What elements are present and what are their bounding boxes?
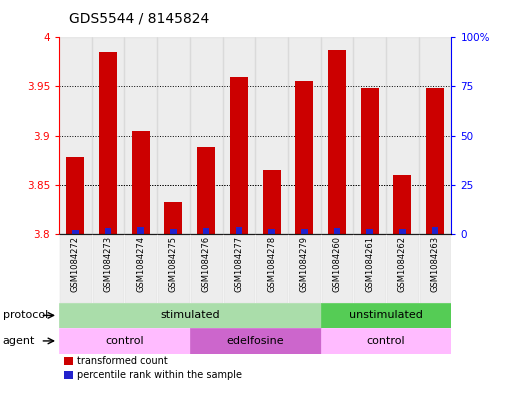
Text: GSM1084275: GSM1084275	[169, 236, 178, 292]
Bar	[255, 37, 288, 234]
Bar	[137, 227, 144, 234]
Bar	[190, 234, 223, 303]
Bar	[124, 234, 157, 303]
Bar	[288, 37, 321, 234]
Text: GSM1084272: GSM1084272	[71, 236, 80, 292]
Text: control: control	[367, 336, 405, 346]
Bar	[432, 227, 438, 234]
Text: GSM1084279: GSM1084279	[300, 236, 309, 292]
Bar	[295, 81, 313, 234]
Bar	[353, 234, 386, 303]
Text: GSM1084274: GSM1084274	[136, 236, 145, 292]
Bar	[132, 131, 150, 234]
Text: agent: agent	[3, 336, 35, 346]
Bar	[263, 170, 281, 234]
Bar	[328, 50, 346, 234]
Text: unstimulated: unstimulated	[349, 310, 423, 320]
Text: stimulated: stimulated	[160, 310, 220, 320]
Bar	[124, 37, 157, 234]
Bar	[255, 234, 288, 303]
Bar	[288, 234, 321, 303]
FancyBboxPatch shape	[321, 328, 451, 354]
Bar	[321, 37, 353, 234]
Bar	[399, 229, 406, 234]
Text: protocol: protocol	[3, 310, 48, 320]
Bar	[190, 37, 223, 234]
Text: control: control	[105, 336, 144, 346]
Bar	[157, 37, 190, 234]
FancyBboxPatch shape	[59, 303, 321, 328]
Text: GSM1084263: GSM1084263	[430, 236, 440, 292]
Text: GSM1084260: GSM1084260	[332, 236, 342, 292]
Text: GSM1084261: GSM1084261	[365, 236, 374, 292]
FancyBboxPatch shape	[59, 328, 190, 354]
Bar	[59, 37, 92, 234]
Bar	[235, 227, 242, 234]
Bar	[99, 52, 117, 234]
Bar	[321, 234, 353, 303]
Bar	[197, 147, 215, 234]
Text: percentile rank within the sample: percentile rank within the sample	[77, 370, 243, 380]
Bar	[230, 77, 248, 234]
Bar	[333, 228, 340, 234]
Bar	[92, 37, 124, 234]
Text: edelfosine: edelfosine	[226, 336, 284, 346]
Bar	[419, 234, 451, 303]
Bar	[301, 229, 307, 234]
Bar	[223, 37, 255, 234]
Bar	[393, 175, 411, 234]
Text: GSM1084273: GSM1084273	[104, 236, 112, 292]
Text: GSM1084276: GSM1084276	[202, 236, 211, 292]
Bar	[72, 230, 78, 234]
FancyBboxPatch shape	[321, 303, 451, 328]
Bar	[170, 229, 176, 234]
Bar	[386, 234, 419, 303]
Bar	[66, 157, 84, 234]
Bar	[223, 234, 255, 303]
Text: GDS5544 / 8145824: GDS5544 / 8145824	[69, 12, 209, 26]
Text: GSM1084277: GSM1084277	[234, 236, 243, 292]
Bar	[105, 228, 111, 234]
Text: transformed count: transformed count	[77, 356, 168, 366]
Bar	[419, 37, 451, 234]
Bar	[157, 234, 190, 303]
Bar	[361, 88, 379, 234]
Bar	[386, 37, 419, 234]
Text: GSM1084278: GSM1084278	[267, 236, 276, 292]
Bar	[268, 229, 275, 234]
Text: GSM1084262: GSM1084262	[398, 236, 407, 292]
FancyBboxPatch shape	[190, 328, 321, 354]
Bar	[353, 37, 386, 234]
Bar	[59, 234, 92, 303]
Bar	[426, 88, 444, 234]
Bar	[92, 234, 125, 303]
Bar	[203, 228, 209, 234]
Bar	[366, 229, 373, 234]
Bar	[165, 202, 183, 234]
